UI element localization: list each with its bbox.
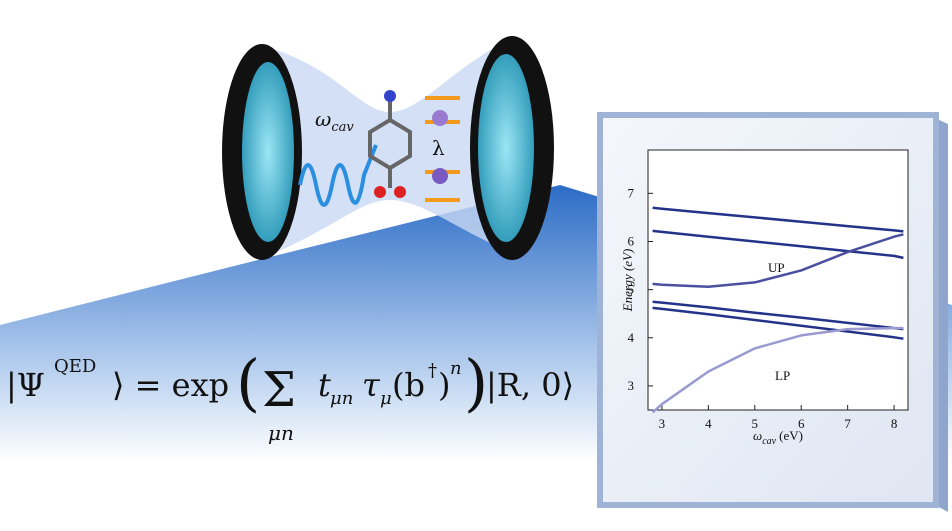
formula-part: |Ψ [6, 366, 45, 404]
formula-part: ) [464, 346, 488, 419]
left-mirror [222, 44, 302, 260]
y-tick-label: 5 [628, 282, 635, 297]
state-sphere [432, 110, 448, 126]
x-tick-label: 7 [844, 416, 851, 431]
right-mirror [470, 36, 554, 260]
formula-part: QED [54, 356, 96, 377]
formula-part: n [450, 358, 462, 379]
y-tick-label: 6 [628, 233, 635, 248]
y-axis-label: Energy (eV) [620, 249, 635, 313]
formula-part: μn [268, 421, 294, 445]
y-tick-label: 7 [628, 185, 635, 200]
formula-part: ) [438, 366, 450, 404]
formula-part: ( [236, 346, 260, 419]
x-tick-label: 8 [891, 416, 898, 431]
annotation: LP [775, 368, 790, 383]
formula-part: ⟩ = exp [112, 366, 229, 404]
annotation: UP [768, 260, 785, 275]
formula-part: τ [362, 366, 381, 404]
formula-part: μn [330, 388, 353, 409]
x-tick-label: 4 [705, 416, 712, 431]
formula-part: μ [380, 388, 392, 409]
x-tick-label: 6 [798, 416, 805, 431]
y-tick-label: 3 [628, 378, 635, 393]
coupling-label: λ [432, 136, 445, 160]
formula-part: |R, 0⟩ [486, 366, 574, 404]
formula-part: Σ [262, 362, 296, 418]
toc-graphic: ωcav λ |Ψ QED ⟩ = exp ( Σ μn t μn τ μ (b… [0, 0, 952, 531]
state-sphere [432, 168, 448, 184]
x-tick-label: 5 [752, 416, 759, 431]
formula-part: (b [392, 366, 425, 404]
cavity-beam [270, 42, 505, 255]
x-tick-label: 3 [659, 416, 666, 431]
y-tick-label: 4 [628, 330, 635, 345]
formula-part: † [428, 360, 437, 381]
